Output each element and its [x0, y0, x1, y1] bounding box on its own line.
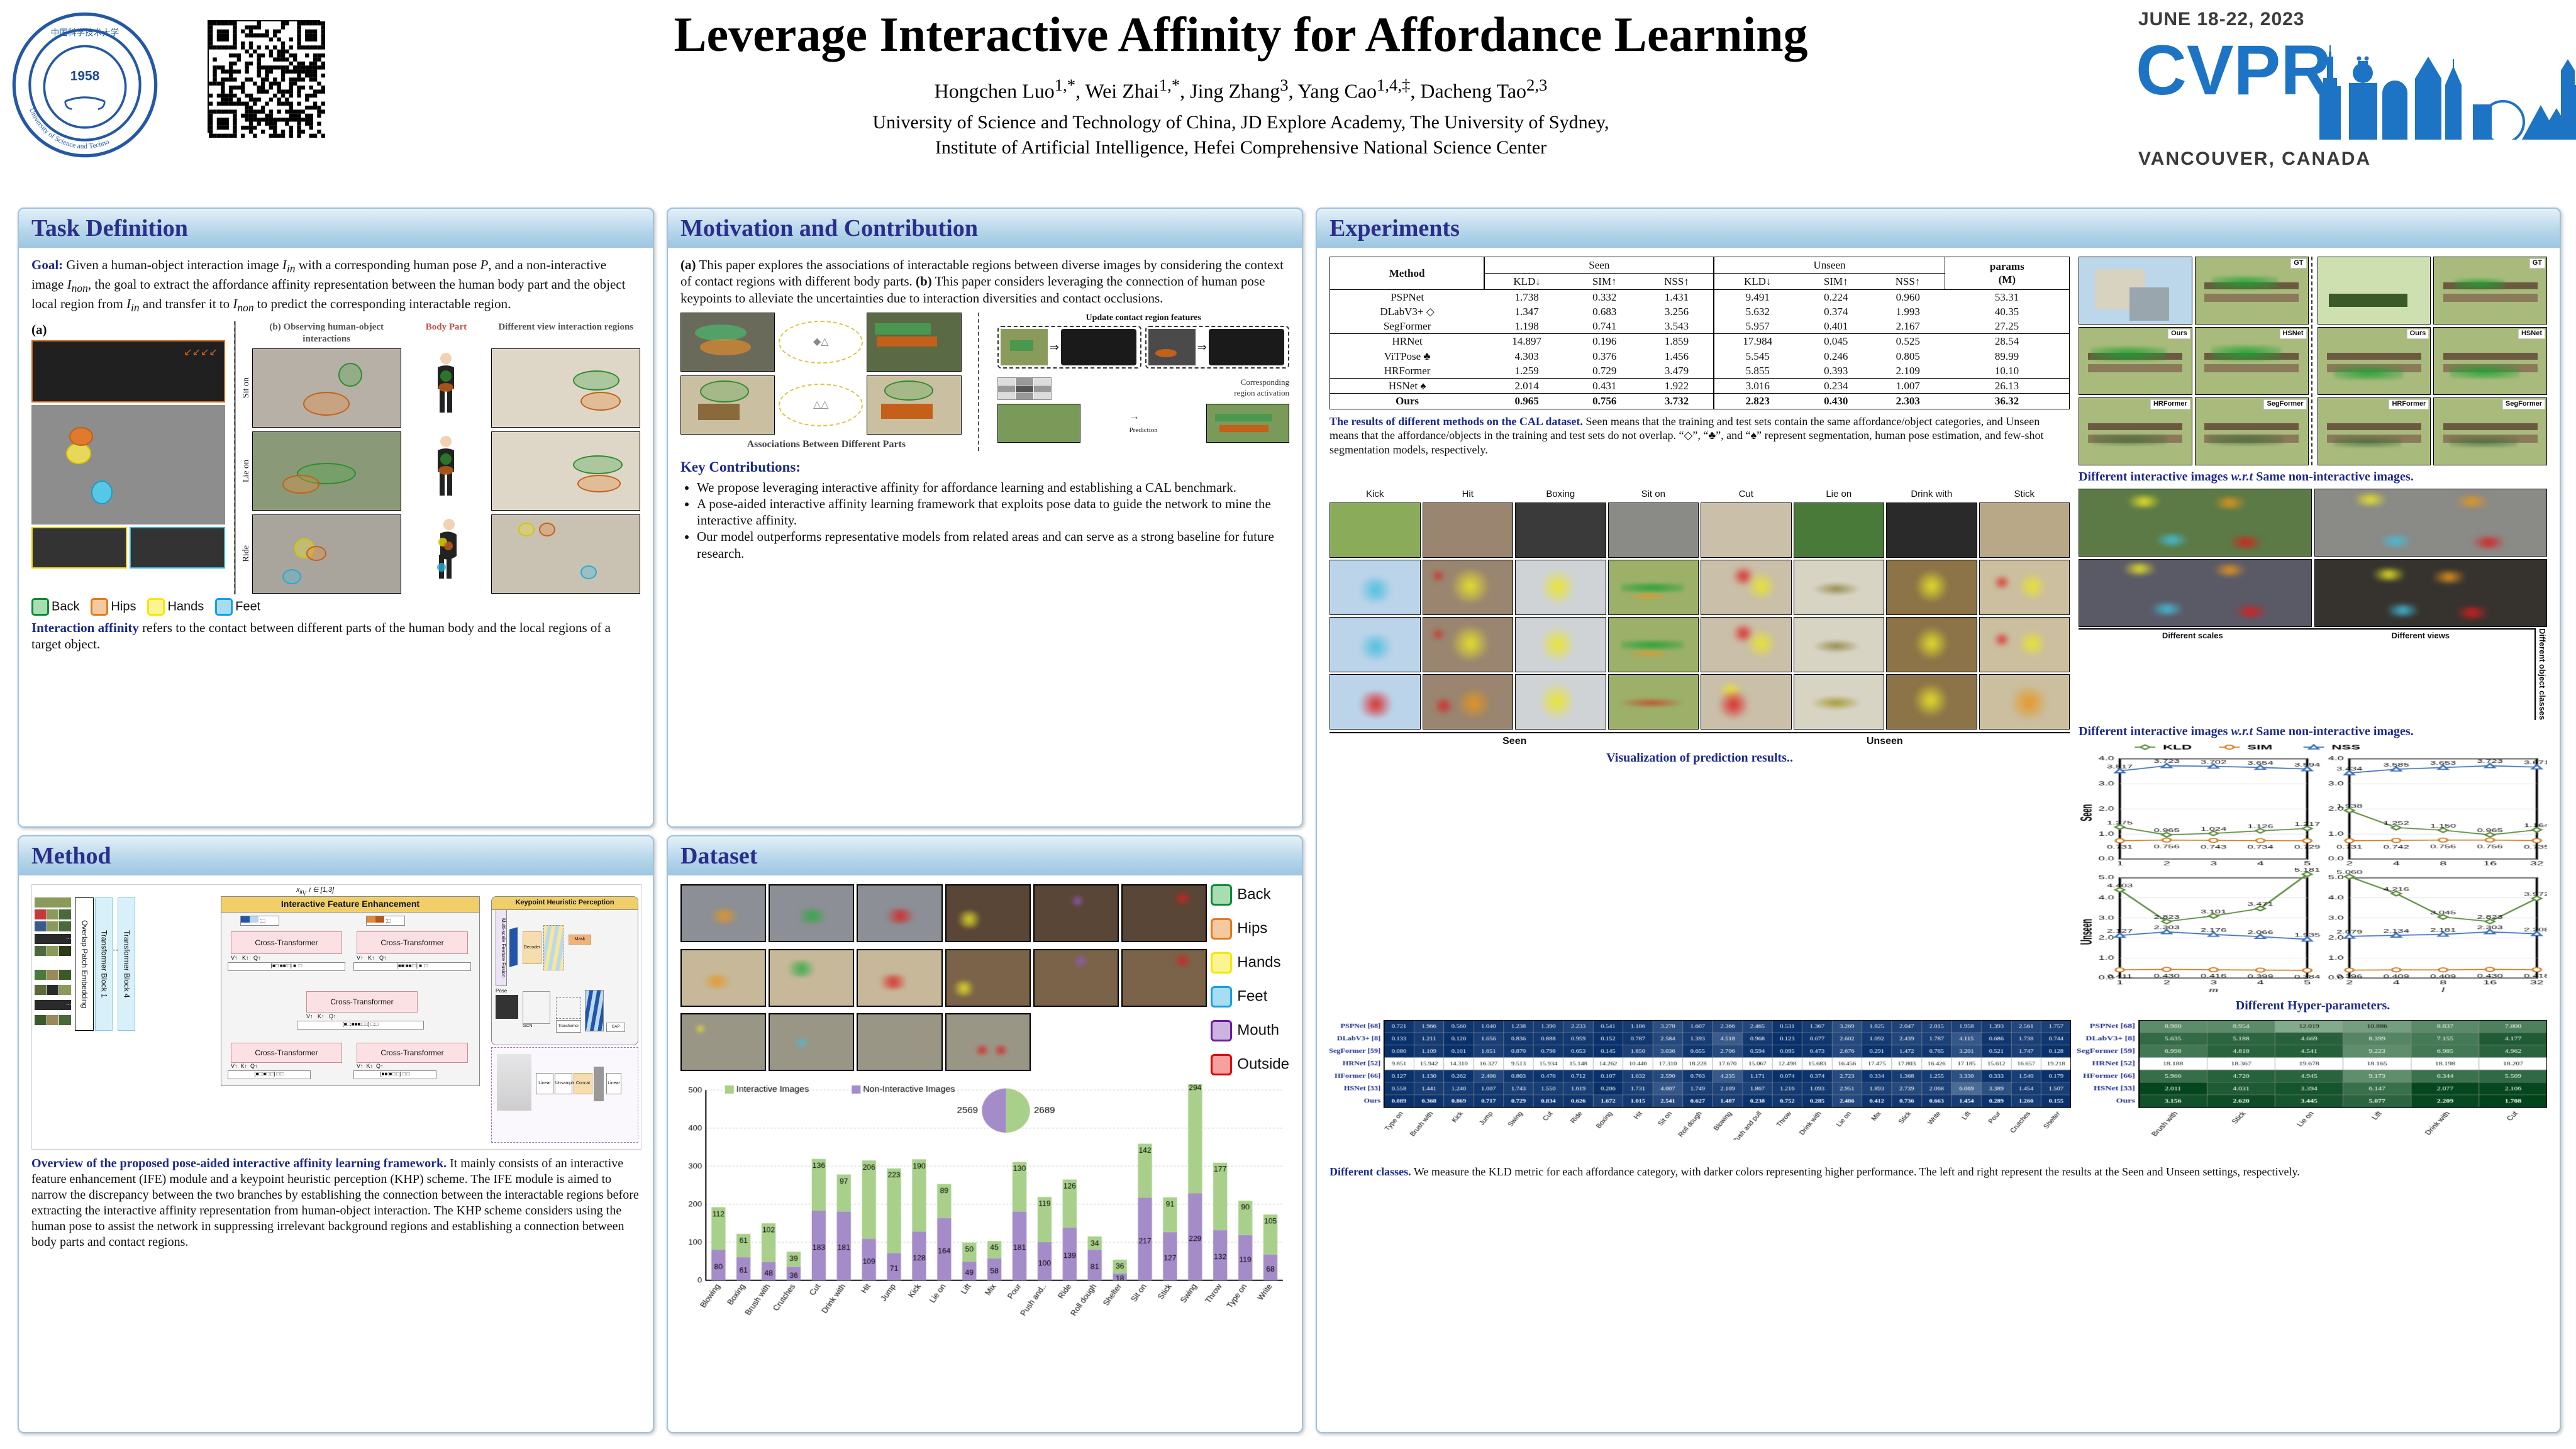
- svg-text:中国科学技术大学: 中国科学技术大学: [51, 28, 119, 38]
- svg-text:1958: 1958: [70, 69, 99, 84]
